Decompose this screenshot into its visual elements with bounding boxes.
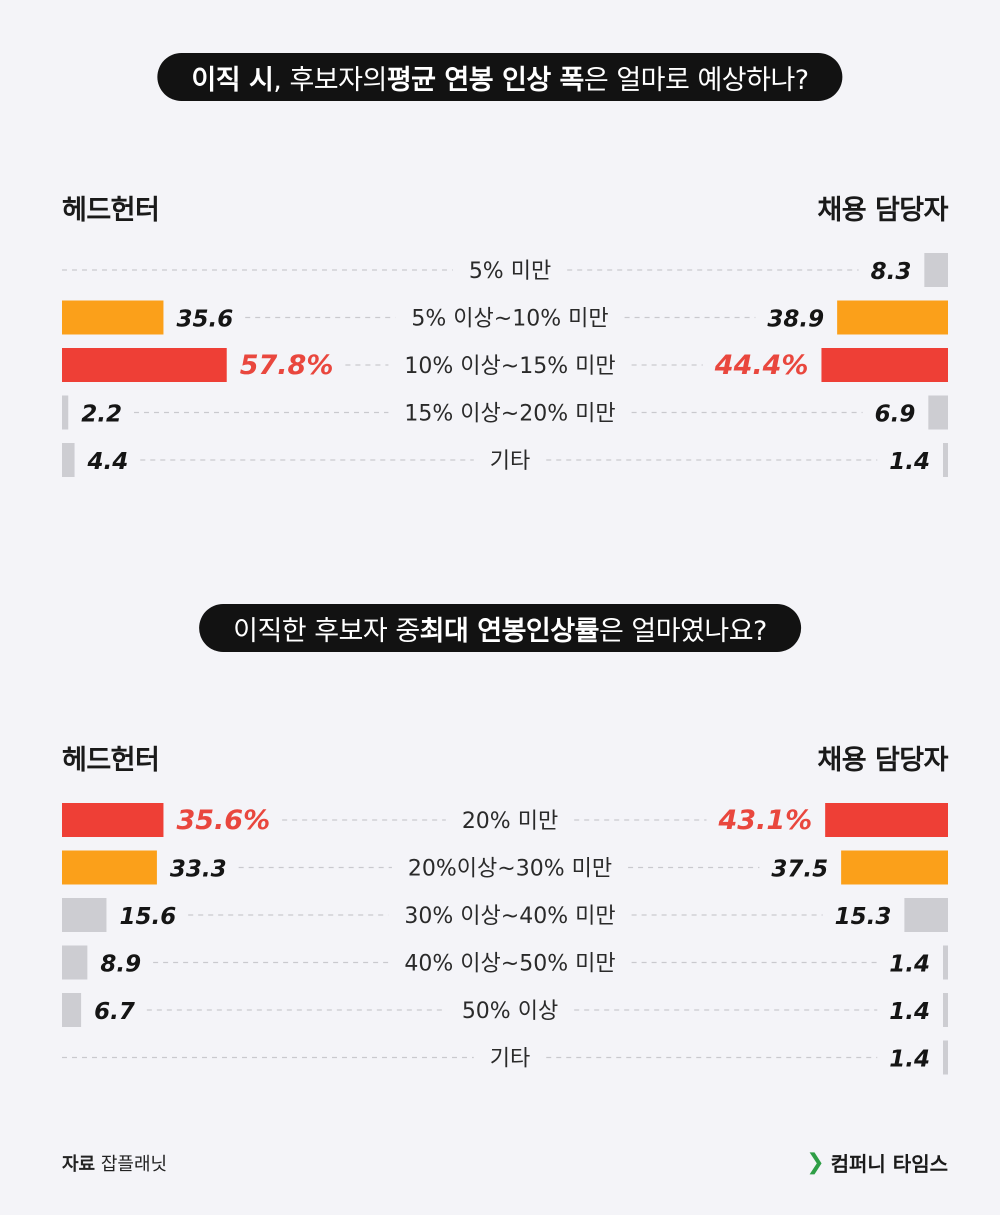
category-label: 20% 미만 <box>462 809 558 834</box>
value-label-left: 33.3 <box>170 857 227 883</box>
brand-name: 컴퍼니 타임스 <box>830 1152 948 1176</box>
source-label: 자료 <box>62 1154 96 1175</box>
chart-1-butterfly-bars: 5% 미만 8.3 5% 이상~10% 미만 35.6 38.9 10% 이상~15% 미… <box>62 253 948 477</box>
bar-left <box>62 443 75 477</box>
bar-left <box>62 993 82 1027</box>
category-label: 30% 이상~40% 미만 <box>404 904 615 929</box>
source-note: 자료 잡플래닛 <box>62 1150 167 1176</box>
bar-right <box>943 443 948 477</box>
bar-left <box>62 850 157 885</box>
bar-right <box>821 348 948 382</box>
value-label-right: 1.4 <box>889 449 930 475</box>
chart-2-right-header: 채용 담당자 <box>817 745 948 776</box>
category-label: 50% 이상 <box>462 999 558 1024</box>
bar-left <box>62 803 164 837</box>
value-label-left: 35.6% <box>176 805 270 836</box>
bar-right <box>928 395 948 430</box>
chart-2-butterfly-bars: 20% 미만 35.6% 43.1% 20%이상~30% 미만 33.3 37.5 30% … <box>62 803 948 1075</box>
value-label-left: 8.9 <box>100 952 141 978</box>
category-label: 10% 이상~15% 미만 <box>404 354 615 379</box>
bar-right <box>904 898 948 932</box>
brand-logo: ❯ 컴퍼니 타임스 <box>806 1148 948 1177</box>
title-segment: 이직한 후보자 중 <box>233 615 420 647</box>
title-segment: , 후보자의 <box>273 64 387 96</box>
value-label-right: 1.4 <box>889 952 930 978</box>
bar-right <box>943 945 948 980</box>
value-label-right: 44.4% <box>714 350 809 381</box>
value-label-right: 38.9 <box>767 307 824 333</box>
value-label-right: 1.4 <box>889 1047 930 1073</box>
value-label-right: 43.1% <box>717 805 812 836</box>
chart-1-right-header: 채용 담당자 <box>817 195 948 226</box>
chevron-right-icon: ❯ <box>806 1150 825 1175</box>
title-segment: 은 얼마였나요? <box>598 615 767 647</box>
title-segment: 은 얼마로 예상하나? <box>583 64 809 96</box>
bar-left <box>62 898 107 932</box>
category-label: 15% 이상~20% 미만 <box>404 402 615 427</box>
bar-right <box>924 253 948 287</box>
bar-right <box>943 1040 948 1075</box>
title-segment: 최대 연봉인상률 <box>419 615 600 647</box>
title-segment: 이직 시 <box>191 64 274 96</box>
bar-left <box>62 395 69 430</box>
bar-right <box>943 993 948 1027</box>
value-label-left: 15.6 <box>119 904 176 930</box>
bar-left <box>62 300 164 335</box>
chart-1-left-header: 헤드헌터 <box>62 195 160 226</box>
category-label: 5% 미만 <box>469 259 551 284</box>
value-label-right: 1.4 <box>889 999 930 1025</box>
source-name: 잡플래닛 <box>100 1154 168 1175</box>
chart-2-left-header: 헤드헌터 <box>62 745 160 776</box>
value-label-left: 6.7 <box>94 999 135 1025</box>
category-label: 40% 이상~50% 미만 <box>404 952 615 977</box>
bar-right <box>837 300 948 335</box>
bar-right <box>825 803 948 837</box>
category-label: 5% 이상~10% 미만 <box>411 307 608 332</box>
value-label-right: 8.3 <box>871 259 912 285</box>
value-label-right: 15.3 <box>835 904 892 930</box>
value-label-right: 37.5 <box>771 857 828 883</box>
chart-2-title: 이직한 후보자 중 최대 연봉인상률 은 얼마였나요? <box>199 604 801 652</box>
bar-left <box>62 348 227 382</box>
value-label-left: 57.8% <box>240 350 334 381</box>
value-label-left: 35.6 <box>176 307 233 333</box>
value-label-right: 6.9 <box>875 402 916 428</box>
category-label: 기타 <box>490 449 530 474</box>
bar-right <box>841 850 948 885</box>
title-segment: 평균 연봉 인상 폭 <box>386 64 585 96</box>
category-label: 기타 <box>490 1047 530 1072</box>
bar-left <box>62 945 88 980</box>
value-label-left: 2.2 <box>81 402 122 428</box>
value-label-left: 4.4 <box>87 449 129 475</box>
category-label: 20%이상~30% 미만 <box>408 857 612 882</box>
